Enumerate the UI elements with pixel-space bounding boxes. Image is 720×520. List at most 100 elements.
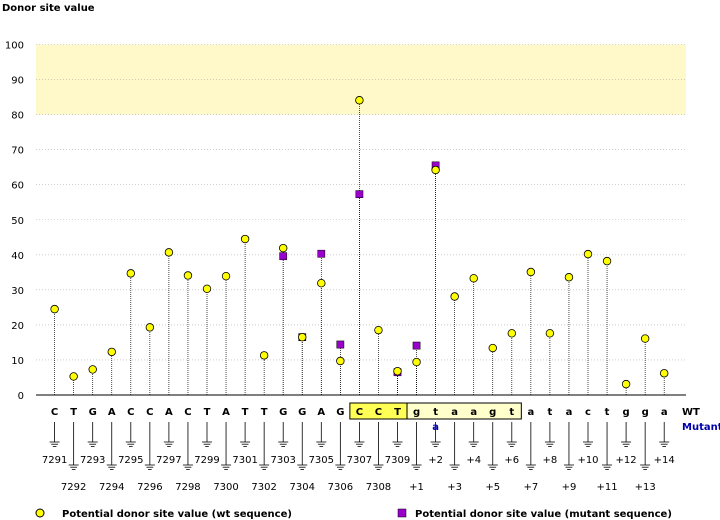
wt-point — [640, 334, 650, 343]
wt-point — [374, 325, 383, 335]
markers — [50, 96, 669, 389]
y-tick-label: 100 — [5, 41, 24, 52]
base-letter: t — [509, 407, 514, 418]
y-tick-label: 80 — [11, 111, 24, 122]
wt-point — [393, 366, 402, 376]
position-label: 7301 — [232, 455, 257, 466]
base-letter: a — [470, 407, 477, 418]
position-label: +5 — [485, 482, 500, 493]
wt-point — [660, 369, 669, 378]
position-label: 7293 — [80, 455, 105, 466]
position-label: +14 — [654, 455, 675, 466]
base-letter: t — [605, 407, 610, 418]
base-letter: C — [375, 407, 382, 418]
base-letter: T — [261, 407, 268, 418]
mutant-row-label: Mutant — [682, 422, 720, 433]
wt-point — [50, 304, 59, 314]
wt-point — [221, 271, 231, 281]
wt-point — [583, 249, 593, 259]
wt-point — [355, 96, 364, 105]
mutant-point — [317, 249, 326, 258]
legend: Potential donor site value (wt sequence)… — [35, 508, 672, 520]
mutant-point — [412, 341, 421, 350]
position-label: 7304 — [290, 482, 315, 493]
wt-point — [88, 365, 97, 374]
position-label: 7296 — [137, 482, 162, 493]
base-letter: c — [585, 407, 591, 418]
base-letter: a — [527, 407, 534, 418]
base-letter: G — [89, 407, 97, 418]
wt-point — [126, 269, 135, 278]
wt-point — [526, 267, 536, 277]
position-label: 7307 — [347, 455, 372, 466]
mutant-point — [336, 340, 345, 349]
wt-point — [317, 278, 326, 288]
base-letter: C — [356, 407, 363, 418]
base-letter: a — [451, 407, 458, 418]
wt-point — [488, 343, 497, 353]
wt-point — [412, 357, 421, 367]
position-label: +2 — [428, 455, 443, 466]
y-tick-label: 60 — [11, 181, 24, 192]
wt-point — [183, 271, 193, 280]
y-tick-label: 20 — [11, 321, 24, 332]
position-label: 7302 — [251, 482, 276, 493]
legend-wt-label: Potential donor site value (wt sequence) — [62, 509, 292, 520]
base-letter: A — [108, 407, 116, 418]
wt-point — [545, 329, 555, 338]
wt-point — [279, 243, 288, 253]
sequence-axis: C 7291 T 7292 G 7293 A 7294 C 7295 C 7296 A 7297 C 7298… — [42, 402, 675, 493]
position-label: 7300 — [213, 482, 238, 493]
base-letter: T — [204, 407, 211, 418]
mutant-point — [279, 252, 288, 261]
base-letter: G — [279, 407, 287, 418]
y-tick-label: 10 — [11, 356, 24, 367]
position-label: +11 — [596, 482, 617, 493]
legend-wt-marker — [35, 508, 45, 518]
intron-box — [406, 402, 522, 420]
wt-point — [259, 351, 269, 360]
wt-point — [469, 274, 478, 283]
base-letter: T — [394, 407, 401, 418]
base-letter: a — [566, 407, 573, 418]
position-label: 7309 — [385, 455, 410, 466]
position-label: +3 — [447, 482, 462, 493]
position-label: +7 — [523, 482, 538, 493]
wt-point — [202, 284, 212, 293]
y-tick-label: 50 — [11, 216, 24, 227]
base-letter: C — [184, 407, 191, 418]
wt-row-label: WT — [682, 407, 700, 418]
gridlines — [36, 44, 686, 396]
base-letter: a — [661, 407, 668, 418]
y-axis-title: Donor site value — [2, 3, 95, 14]
y-tick-label: 0 — [18, 391, 24, 402]
position-label: +9 — [562, 482, 577, 493]
position-label: 7295 — [118, 455, 143, 466]
wt-point — [431, 165, 440, 175]
base-letter: G — [298, 407, 306, 418]
position-label: +4 — [466, 455, 481, 466]
base-letter: A — [222, 407, 230, 418]
wt-point — [298, 332, 307, 342]
position-label: 7306 — [328, 482, 353, 493]
position-label: 7297 — [156, 455, 181, 466]
stems — [54, 100, 665, 395]
base-letter: T — [70, 407, 77, 418]
position-label: 7292 — [61, 482, 86, 493]
base-letter: t — [548, 407, 553, 418]
y-tick-label: 40 — [11, 251, 24, 262]
position-label: 7303 — [270, 455, 295, 466]
position-label: +8 — [543, 455, 558, 466]
base-letter: C — [127, 407, 134, 418]
position-label: 7294 — [99, 482, 124, 493]
wt-point — [145, 323, 155, 332]
y-tick-label: 30 — [11, 286, 24, 297]
wt-point — [564, 273, 574, 282]
base-letter: C — [51, 407, 58, 418]
position-label: +1 — [409, 482, 424, 493]
base-letter: g — [413, 407, 420, 418]
base-letter: A — [317, 407, 325, 418]
wt-point — [69, 372, 78, 381]
position-label: +6 — [504, 455, 519, 466]
